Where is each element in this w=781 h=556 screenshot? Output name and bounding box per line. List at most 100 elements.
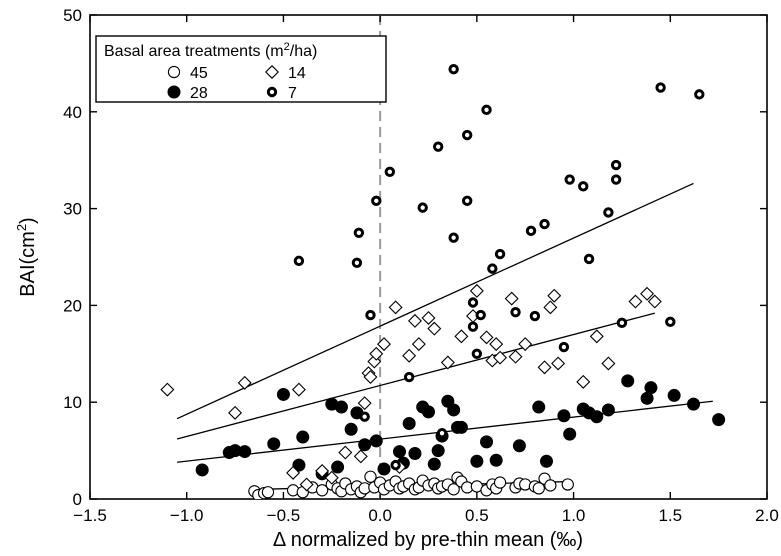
data-point-14: [454, 329, 469, 344]
legend-marker-14: [265, 65, 279, 79]
legend-label-14: 14: [288, 65, 306, 82]
data-point-28: [621, 374, 635, 388]
y-tick-label: 20: [63, 296, 82, 315]
data-point-28: [344, 422, 358, 436]
legend-item-45: 45: [167, 65, 208, 82]
data-point-28: [470, 454, 484, 468]
data-point-7: [353, 227, 365, 239]
legend-title: Basal area treatments (m2/ha): [104, 41, 317, 60]
data-point-14: [489, 337, 504, 352]
data-point-28: [686, 397, 700, 411]
data-point-7: [525, 225, 537, 237]
data-point-14: [440, 355, 455, 370]
data-point-14: [508, 349, 523, 364]
data-point-7: [564, 174, 575, 185]
data-point-45: [315, 484, 329, 497]
y-tick-label: 30: [63, 200, 82, 219]
data-point-45: [544, 479, 557, 492]
series-7: [293, 64, 705, 471]
data-point-14: [324, 470, 339, 485]
data-point-7: [365, 309, 376, 321]
data-point-7: [461, 129, 473, 141]
data-point-7: [487, 263, 498, 274]
data-point-28: [331, 460, 345, 474]
x-tick-label: 1.5: [658, 506, 682, 525]
data-point-14: [338, 445, 353, 460]
y-axis: 0 10 20 30 40 50: [63, 6, 767, 509]
data-point-14: [286, 465, 301, 480]
data-points: [160, 64, 726, 499]
data-point-28: [238, 445, 252, 459]
data-point-7: [403, 371, 415, 383]
y-axis-label-main: BAI(cm: [17, 231, 39, 297]
data-point-14: [237, 375, 252, 390]
legend: Basal area treatments (m2/ha) 45 28 14 7: [95, 35, 387, 103]
data-point-28: [276, 387, 290, 401]
y-axis-label-sup: 2: [14, 224, 29, 231]
fit-line-14: [176, 312, 655, 440]
data-point-7: [578, 181, 589, 192]
data-point-45: [261, 486, 275, 499]
data-point-28: [369, 434, 383, 448]
data-point-28: [195, 463, 209, 477]
series-28: [195, 374, 726, 481]
data-point-14: [469, 283, 484, 298]
data-point-14: [504, 291, 519, 306]
data-point-28: [392, 445, 406, 459]
data-point-14: [353, 449, 368, 464]
data-point-45: [364, 470, 377, 483]
legend-title-end: /ha): [290, 43, 318, 60]
data-point-45: [532, 482, 545, 495]
x-tick-label: 1.0: [562, 506, 586, 525]
data-point-7: [417, 202, 428, 213]
legend-label-7: 7: [288, 85, 297, 102]
data-point-7: [603, 207, 614, 218]
data-point-14: [589, 329, 604, 344]
y-axis-label-end: ): [17, 217, 39, 224]
data-point-14: [291, 382, 306, 397]
x-tick-label: 0.5: [465, 506, 489, 525]
data-point-7: [448, 232, 459, 243]
data-point-14: [551, 356, 566, 371]
data-point-28: [557, 409, 571, 423]
data-point-7: [510, 306, 521, 318]
data-point-7: [461, 195, 473, 207]
legend-marker-7: [266, 86, 278, 98]
legend-title-main: Basal area treatments (m: [104, 43, 284, 60]
data-point-28: [402, 416, 416, 430]
data-point-14: [479, 330, 494, 345]
data-point-14: [228, 405, 243, 420]
data-point-7: [359, 411, 370, 422]
data-point-14: [537, 360, 552, 375]
data-point-7: [475, 309, 486, 321]
data-point-14: [640, 286, 655, 301]
data-point-7: [371, 195, 382, 207]
data-point-28: [480, 435, 494, 449]
data-point-14: [402, 348, 417, 363]
y-tick-label: 40: [63, 103, 82, 122]
data-point-7: [293, 255, 305, 267]
data-point-28: [539, 454, 553, 468]
series-45: [248, 470, 574, 499]
data-point-28: [601, 403, 615, 417]
data-point-14: [411, 337, 426, 352]
data-point-14: [576, 374, 591, 389]
data-point-7: [539, 218, 550, 230]
data-point-7: [655, 82, 666, 93]
data-point-14: [543, 300, 558, 315]
data-point-14: [357, 396, 372, 411]
y-axis-label: BAI(cm2): [14, 217, 39, 296]
legend-item-7: 7: [266, 85, 297, 102]
data-point-7: [467, 321, 479, 332]
x-tick-label: −1.5: [73, 506, 107, 525]
x-tick-label: 2.0: [755, 506, 779, 525]
data-point-28: [296, 430, 310, 444]
data-point-7: [558, 341, 570, 353]
data-point-28: [712, 413, 726, 427]
data-point-7: [616, 317, 628, 329]
x-tick-label: 0.0: [368, 506, 392, 525]
data-point-7: [583, 253, 595, 265]
legend-marker-45: [167, 65, 181, 79]
legend-box: [95, 35, 387, 103]
